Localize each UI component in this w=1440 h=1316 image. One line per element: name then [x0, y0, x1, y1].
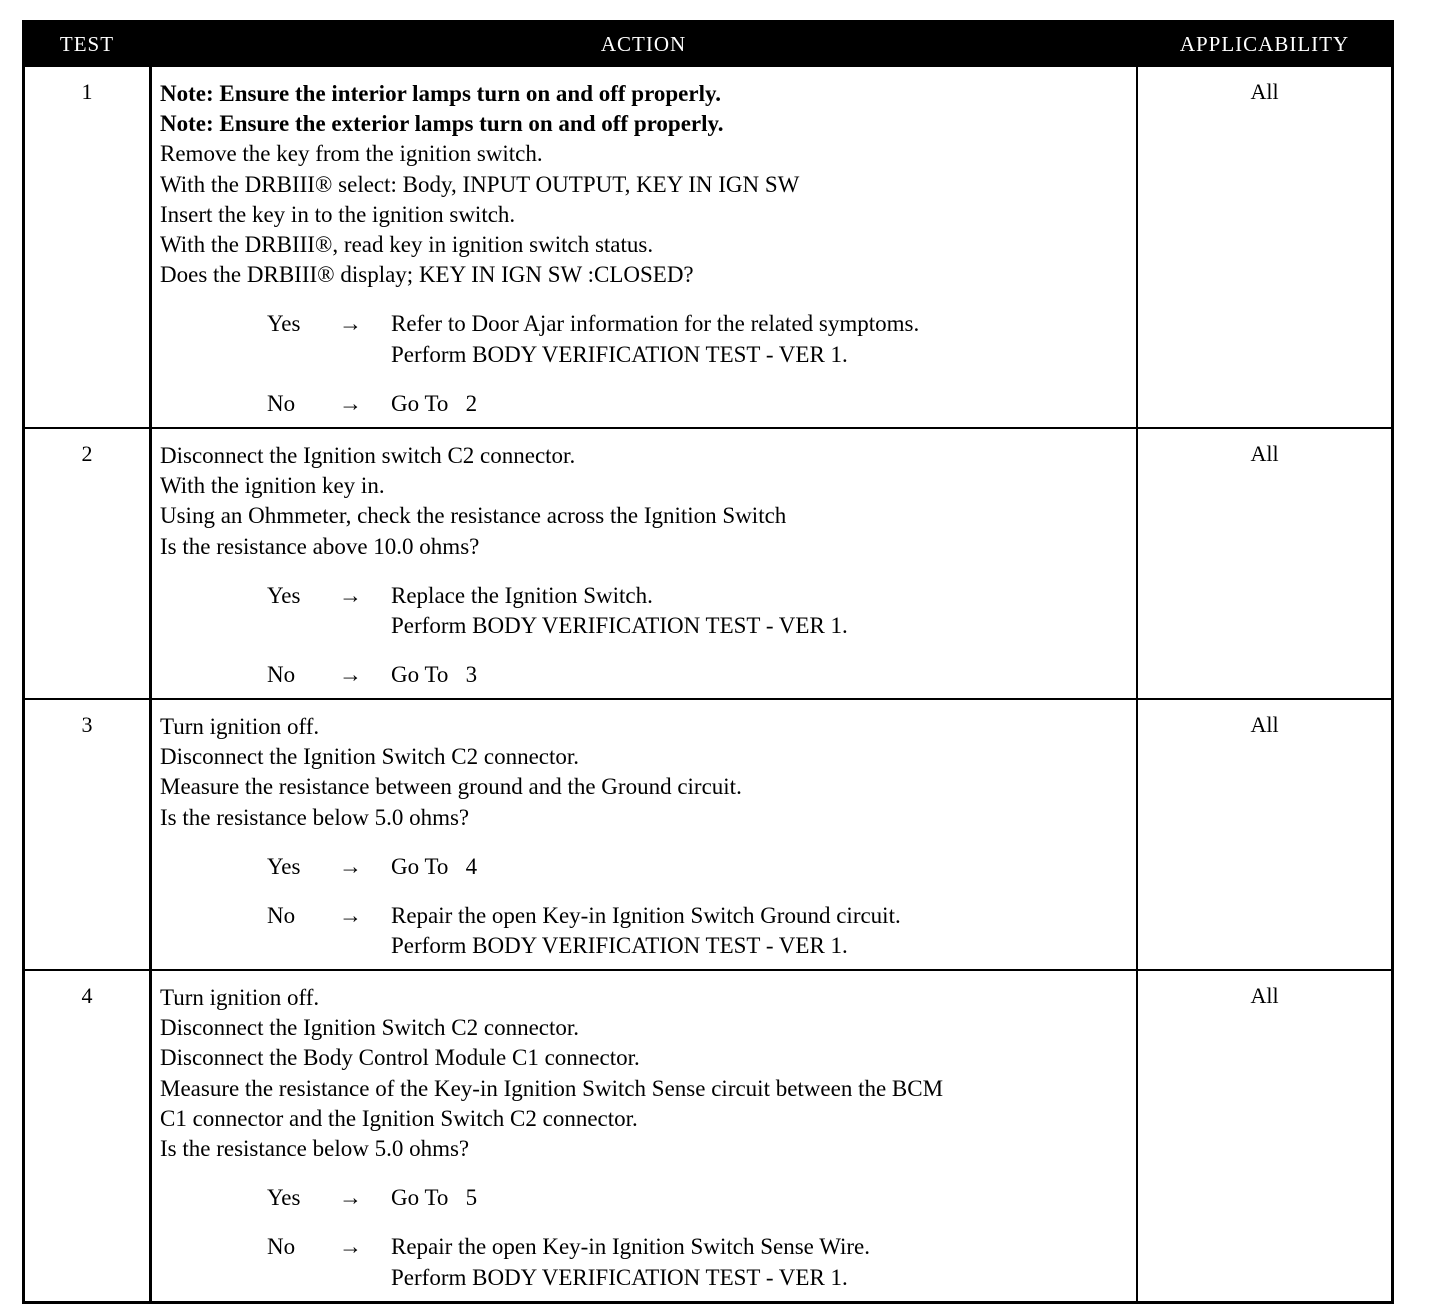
header-applicability: APPLICABILITY: [1179, 31, 1350, 56]
arrow-icon: →: [339, 662, 362, 688]
action-line: Insert the key in to the ignition switch…: [160, 201, 516, 227]
outcome-yes: Yes → Replace the Ignition Switch. Perform …: [160, 581, 1136, 641]
result-line: Go To 5: [391, 1185, 478, 1211]
result-line: Perform BODY VERIFICATION TEST - VER 1.: [391, 933, 848, 959]
header-action: ACTION: [600, 31, 687, 56]
outcome-label: Yes: [267, 582, 301, 608]
result-line: Go To 2: [391, 390, 478, 416]
arrow-icon: →: [339, 853, 362, 879]
action-line: Disconnect the Body Control Module C1 co…: [160, 1045, 640, 1071]
test-number: 4: [81, 983, 93, 1008]
result-line: Perform BODY VERIFICATION TEST - VER 1.: [391, 1264, 848, 1290]
result-line: Perform BODY VERIFICATION TEST - VER 1.: [391, 341, 848, 367]
outcome-no: No → Go To 3: [160, 660, 1136, 690]
arrow-icon: →: [339, 582, 362, 608]
arrow-icon: →: [339, 390, 362, 416]
outcome-label: Yes: [267, 1185, 301, 1211]
outcome-label: No: [267, 662, 296, 688]
action-line: With the DRBIII® select: Body, INPUT OUT…: [160, 171, 800, 197]
outcome-result: Go To 3: [391, 660, 477, 690]
action-line: Turn ignition off.: [160, 985, 320, 1010]
outcome-result: Repair the open Key-in Ignition Switch G…: [391, 901, 901, 961]
test-number: 3: [81, 712, 93, 737]
action-cell: Turn ignition off. Disconnect the Ignitio…: [149, 971, 1138, 1301]
diagnostic-test-table: TEST ACTION APPLICABILITY 1 Note: Ensure …: [22, 20, 1394, 1304]
applicability: All: [1250, 441, 1279, 466]
result-line: Repair the open Key-in Ignition Switch G…: [391, 903, 901, 929]
outcome-yes: Yes → Refer to Door Ajar information for t…: [160, 309, 1136, 369]
table-row: 1 Note: Ensure the interior lamps turn on…: [25, 65, 1391, 427]
arrow-icon: →: [339, 903, 362, 929]
action-line: Does the DRBIII® display; KEY IN IGN SW …: [160, 262, 694, 288]
action-line: Disconnect the Ignition Switch C2 connec…: [160, 1015, 580, 1041]
test-number: 1: [81, 79, 93, 104]
action-line: Disconnect the Ignition Switch C2 connec…: [160, 744, 580, 770]
header-test: TEST: [59, 31, 115, 56]
result-line: Refer to Door Ajar information for the r…: [391, 311, 920, 337]
action-line: Disconnect the Ignition switch C2 connec…: [160, 443, 576, 468]
outcome-result: Replace the Ignition Switch. Perform BODY…: [391, 581, 848, 641]
action-line: Measure the resistance between ground an…: [160, 774, 742, 800]
outcome-label: Yes: [267, 853, 301, 879]
action-line: C1 connector and the Ignition Switch C2 …: [160, 1105, 638, 1131]
action-line: Remove the key from the ignition switch.: [160, 141, 543, 167]
applicability: All: [1250, 79, 1279, 104]
outcome-no: No → Go To 2: [160, 389, 1136, 419]
outcome-result: Go To 4: [391, 852, 477, 882]
action-line: Is the resistance below 5.0 ohms?: [160, 1136, 470, 1162]
table-row: 2 Disconnect the Ignition switch C2 conne…: [25, 427, 1391, 698]
outcome-label: Yes: [267, 311, 301, 337]
outcome-result: Refer to Door Ajar information for the r…: [391, 309, 919, 369]
table-row: 3 Turn ignition off. Disconnect the Igniti…: [25, 698, 1391, 969]
action-line: Using an Ohmmeter, check the resistance …: [160, 503, 787, 529]
test-number: 2: [81, 441, 93, 466]
outcome-yes: Yes → Go To 4: [160, 852, 1136, 882]
outcome-result: Go To 5: [391, 1183, 477, 1213]
arrow-icon: →: [339, 1234, 362, 1260]
result-line: Perform BODY VERIFICATION TEST - VER 1.: [391, 613, 848, 639]
result-line: Go To 3: [391, 662, 478, 688]
action-cell: Disconnect the Ignition switch C2 connec…: [149, 429, 1138, 698]
result-line: Go To 4: [391, 853, 478, 879]
action-cell: Note: Ensure the interior lamps turn on …: [149, 67, 1138, 427]
action-line: Is the resistance above 10.0 ohms?: [160, 533, 480, 559]
arrow-icon: →: [339, 311, 362, 337]
action-line: With the DRBIII®, read key in ignition s…: [160, 232, 654, 258]
action-line: Turn ignition off.: [160, 714, 320, 739]
outcome-result: Repair the open Key-in Ignition Switch S…: [391, 1232, 870, 1292]
arrow-icon: →: [339, 1185, 362, 1211]
applicability: All: [1250, 712, 1279, 737]
outcome-label: No: [267, 1234, 296, 1260]
outcome-yes: Yes → Go To 5: [160, 1183, 1136, 1213]
outcome-label: No: [267, 390, 296, 416]
action-line: Measure the resistance of the Key-in Ign…: [160, 1075, 944, 1101]
result-line: Replace the Ignition Switch.: [391, 582, 653, 608]
outcome-label: No: [267, 903, 296, 929]
action-line: Is the resistance below 5.0 ohms?: [160, 804, 470, 830]
action-cell: Turn ignition off. Disconnect the Ignitio…: [149, 700, 1138, 969]
applicability: All: [1250, 983, 1279, 1008]
table-header: TEST ACTION APPLICABILITY: [25, 23, 1391, 65]
table-row: 4 Turn ignition off. Disconnect the Igniti…: [25, 969, 1391, 1301]
outcome-no: No → Repair the open Key-in Ignition Switc…: [160, 1232, 1136, 1292]
note-line: Note: Ensure the interior lamps turn on …: [160, 81, 721, 106]
note-line: Note: Ensure the exterior lamps turn on …: [160, 111, 724, 137]
result-line: Repair the open Key-in Ignition Switch S…: [391, 1234, 870, 1260]
action-line: With the ignition key in.: [160, 473, 385, 499]
outcome-result: Go To 2: [391, 389, 477, 419]
outcome-no: No → Repair the open Key-in Ignition Switc…: [160, 901, 1136, 961]
